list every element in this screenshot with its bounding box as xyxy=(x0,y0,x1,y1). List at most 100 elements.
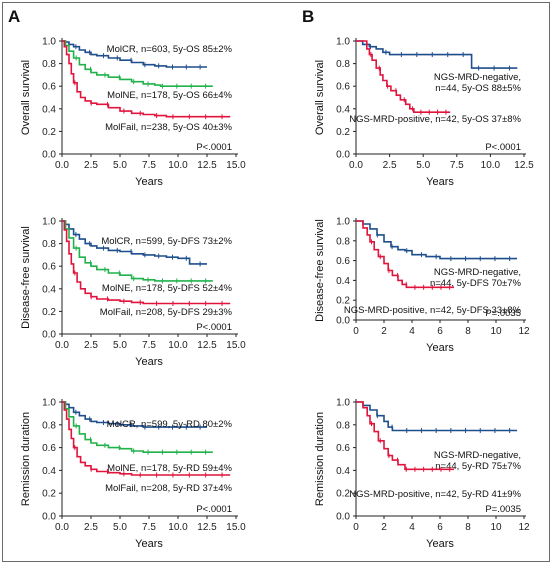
x-tick-label: 12.5 xyxy=(197,340,217,351)
series-label: n=44, 5y-OS 88±5% xyxy=(435,83,521,94)
y-tick-label: 0.4 xyxy=(42,284,56,295)
x-tick-label: 2 xyxy=(381,522,387,533)
x-tick-label: 4 xyxy=(409,326,415,337)
y-tick-label: 0.8 xyxy=(336,59,350,70)
series-label: NGS-MRD-positive, n=42, 5y-DFS 33±8% xyxy=(344,305,522,316)
y-tick-label: 0.6 xyxy=(42,443,56,454)
p-value-label: P<.0001 xyxy=(196,142,232,153)
x-tick-label: 5.0 xyxy=(416,160,430,171)
x-axis-label: Years xyxy=(135,538,163,550)
p-value-label: P=.0035 xyxy=(485,504,521,515)
x-axis-label: Years xyxy=(426,538,454,550)
km-curve-molcr xyxy=(62,401,207,428)
x-tick-label: 7.5 xyxy=(142,340,156,351)
km-curve-molfail xyxy=(62,220,231,305)
x-tick-label: 2.5 xyxy=(84,522,98,533)
series-label: MolNE, n=178, 5y-DFS 52±4% xyxy=(102,283,233,294)
y-tick-label: 0.6 xyxy=(42,82,56,93)
x-tick-label: 6 xyxy=(437,522,443,533)
x-tick-label: 8 xyxy=(465,326,471,337)
series-label: NGS-MRD-positive, n=42, 5y-RD 41±9% xyxy=(349,489,521,500)
panel-label-b: B xyxy=(302,7,314,26)
y-tick-label: 0.8 xyxy=(42,420,56,431)
y-axis-label: Disease-free survival xyxy=(20,226,32,329)
series-label: MolCR, n=599, 5y-RD 80±2% xyxy=(107,419,233,430)
x-tick-label: 0.0 xyxy=(349,160,363,171)
p-value-label: P<.0001 xyxy=(196,504,232,515)
y-tick-label: 0.0 xyxy=(336,316,350,327)
km-curve-molfail xyxy=(62,401,231,476)
series-label: MolNE, n=178, 5y-OS 66±4% xyxy=(107,90,232,101)
km-curve-molfail xyxy=(62,40,231,118)
km-curve-ngs-mrd-positive xyxy=(356,220,454,289)
series-label: n=44, 5y-DFS 70±7% xyxy=(430,278,522,289)
x-tick-label: 2.5 xyxy=(383,160,397,171)
series-label: n=44, 5y-RD 75±7% xyxy=(435,461,521,472)
x-tick-label: 0.0 xyxy=(55,160,69,171)
y-tick-label: 0.2 xyxy=(336,127,350,138)
x-tick-label: 7.5 xyxy=(142,522,156,533)
y-tick-label: 0.4 xyxy=(336,466,350,477)
x-tick-label: 10 xyxy=(490,326,502,337)
km-curve-ngs-mrd-negative xyxy=(356,40,518,69)
series-label: MolCR, n=599, 5y-DFS 73±2% xyxy=(101,236,232,247)
x-tick-label: 8 xyxy=(465,522,471,533)
y-tick-label: 0.2 xyxy=(42,489,56,500)
x-axis-label: Years xyxy=(426,342,454,354)
x-tick-label: 12.5 xyxy=(514,160,534,171)
x-tick-label: 10.0 xyxy=(168,160,188,171)
series-label: NGS-MRD-negative, xyxy=(434,72,521,83)
y-tick-label: 1.0 xyxy=(42,217,56,228)
x-tick-label: 2.5 xyxy=(84,160,98,171)
x-tick-label: 0.0 xyxy=(55,340,69,351)
y-tick-label: 0.6 xyxy=(336,256,350,267)
x-tick-label: 15.0 xyxy=(226,340,246,351)
km-curve-ngs-mrd-negative xyxy=(356,220,517,260)
y-axis-label: Disease-free survival xyxy=(314,219,326,322)
y-tick-label: 0.0 xyxy=(336,512,350,523)
x-tick-label: 2.5 xyxy=(84,340,98,351)
y-tick-label: 1.0 xyxy=(336,217,350,228)
x-axis-label: Years xyxy=(426,176,454,188)
p-value-label: P<.0001 xyxy=(196,322,232,333)
x-axis-label: Years xyxy=(135,176,163,188)
km-curve-molne xyxy=(62,40,213,87)
y-tick-label: 0.4 xyxy=(42,466,56,477)
x-tick-label: 5.0 xyxy=(113,522,127,533)
x-tick-label: 2 xyxy=(381,326,387,337)
figure-frame xyxy=(2,2,550,562)
x-tick-label: 6 xyxy=(437,326,443,337)
x-tick-label: 12 xyxy=(518,522,530,533)
x-tick-label: 7.5 xyxy=(450,160,464,171)
x-tick-label: 10.0 xyxy=(168,522,188,533)
y-axis-label: Overall survival xyxy=(314,60,326,135)
km-curve-ngs-mrd-negative xyxy=(356,401,517,432)
y-axis-label: Overall survival xyxy=(20,60,32,135)
series-label: NGS-MRD-positive, n=42, 5y-OS 37±8% xyxy=(349,114,521,125)
series-label: NGS-MRD-negative, xyxy=(434,267,521,278)
series-label: MolFail, n=208, 5y-RD 37±4% xyxy=(105,483,232,494)
p-value-label: P<.0001 xyxy=(485,142,521,153)
x-tick-label: 10 xyxy=(490,522,502,533)
y-tick-label: 0.6 xyxy=(42,262,56,273)
y-tick-label: 0.6 xyxy=(336,443,350,454)
x-tick-label: 15.0 xyxy=(226,160,246,171)
y-tick-label: 1.0 xyxy=(336,37,350,48)
km-curve-molne xyxy=(62,220,213,282)
x-tick-label: 12.5 xyxy=(197,160,217,171)
y-tick-label: 0.0 xyxy=(42,512,56,523)
x-tick-label: 12 xyxy=(518,326,530,337)
series-label: MolFail, n=238, 5y-OS 40±3% xyxy=(105,122,232,133)
km-curve-molcr xyxy=(62,220,207,265)
x-tick-label: 0 xyxy=(353,522,359,533)
x-tick-label: 12.5 xyxy=(197,522,217,533)
x-axis-label: Years xyxy=(135,356,163,368)
y-axis-label: Remission duration xyxy=(20,412,32,506)
x-tick-label: 15.0 xyxy=(226,522,246,533)
y-tick-label: 0.8 xyxy=(336,236,350,247)
y-tick-label: 0.4 xyxy=(42,104,56,115)
series-label: MolNE, n=178, 5y-RD 59±4% xyxy=(107,463,232,474)
y-tick-label: 0.8 xyxy=(42,59,56,70)
